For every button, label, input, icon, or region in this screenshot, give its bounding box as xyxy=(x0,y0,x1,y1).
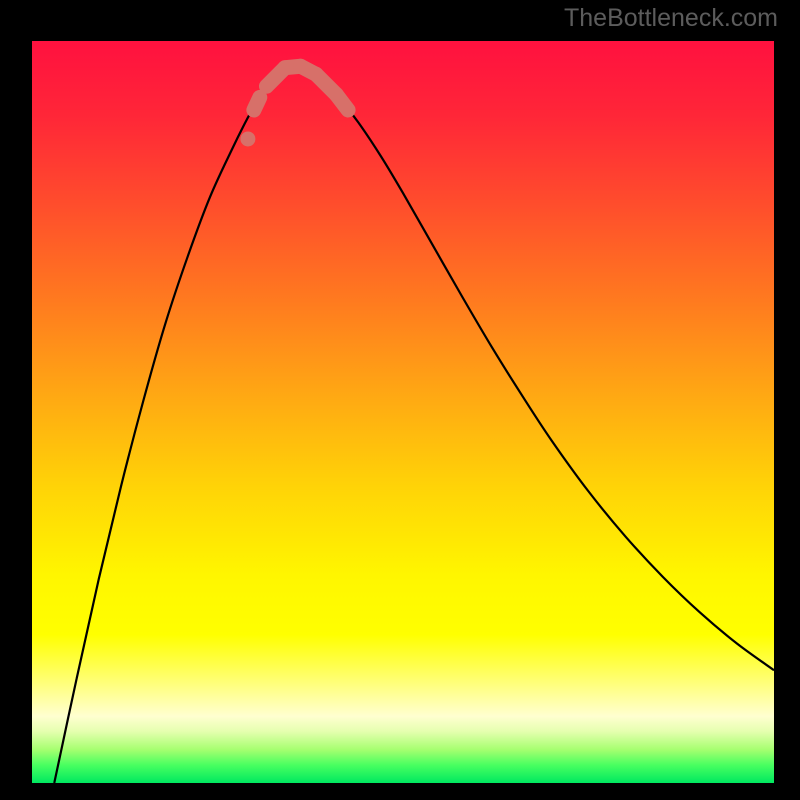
markers-layer xyxy=(32,41,774,783)
chart-stage: TheBottleneck.com xyxy=(0,0,800,800)
highlight-segment xyxy=(336,94,348,110)
highlight-segment xyxy=(254,97,260,110)
watermark-text: TheBottleneck.com xyxy=(564,4,778,33)
plot-area xyxy=(32,41,774,783)
highlight-dot xyxy=(240,131,255,146)
